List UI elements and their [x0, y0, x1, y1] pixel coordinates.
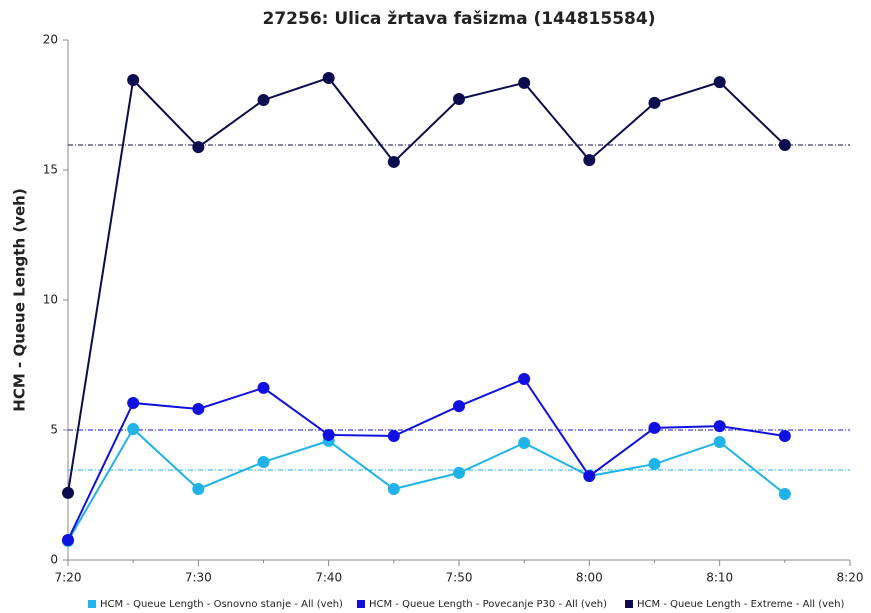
x-tick-label: 8:00	[576, 571, 603, 585]
x-tick-label: 7:50	[446, 571, 473, 585]
data-point	[387, 429, 400, 442]
y-tick-label: 10	[43, 293, 58, 307]
data-point	[648, 458, 661, 471]
y-tick-label: 20	[43, 33, 58, 47]
y-axis-label: HCM - Queue Length (veh)	[11, 188, 29, 411]
data-point	[453, 400, 465, 413]
data-point	[192, 483, 205, 496]
legend-label: HCM - Queue Length - Povecanje P30 - All…	[369, 599, 607, 610]
data-point	[62, 533, 74, 546]
data-point	[192, 402, 205, 415]
data-point	[583, 154, 596, 167]
data-point	[257, 381, 270, 394]
series-line	[67, 427, 786, 542]
data-point	[127, 74, 140, 87]
y-tick-label: 15	[43, 163, 58, 177]
data-point	[257, 94, 270, 107]
series-line	[67, 76, 786, 494]
data-point	[778, 429, 791, 442]
data-point	[713, 435, 726, 448]
data-point	[713, 420, 726, 433]
data-point	[127, 422, 140, 435]
y-tick-label: 5	[50, 423, 58, 437]
data-point	[778, 139, 791, 152]
legend-label: HCM - Queue Length - Extreme - All (veh)	[637, 599, 845, 610]
data-point	[127, 396, 140, 409]
y-tick-label: 0	[50, 553, 58, 567]
x-tick-label: 8:10	[706, 571, 733, 585]
data-point	[387, 155, 400, 168]
x-tick-label: 7:20	[55, 571, 82, 585]
data-point	[648, 421, 661, 434]
x-tick-label: 7:30	[185, 571, 212, 585]
data-point	[518, 76, 531, 89]
legend-label: HCM - Queue Length - Osnovno stanje - Al…	[100, 599, 343, 610]
data-point	[192, 141, 205, 154]
data-point	[387, 483, 400, 496]
chart-title: 27256: Ulica žrtava fašizma (144815584)	[263, 9, 656, 29]
data-point	[322, 71, 335, 84]
data-point	[583, 470, 596, 483]
data-point	[778, 487, 791, 500]
data-point	[257, 455, 270, 468]
series-line	[67, 377, 785, 541]
x-tick-label: 7:40	[315, 571, 342, 585]
x-tick-label: 8:20	[837, 571, 864, 585]
data-point	[322, 428, 335, 441]
legend-swatch	[625, 600, 633, 608]
legend-swatch	[88, 600, 96, 608]
data-point	[713, 76, 726, 89]
data-point	[518, 437, 531, 449]
data-point	[518, 373, 531, 386]
data-point	[62, 486, 74, 499]
data-point	[453, 466, 465, 479]
data-point	[648, 96, 661, 109]
data-point	[453, 93, 465, 106]
legend-swatch	[357, 600, 365, 608]
